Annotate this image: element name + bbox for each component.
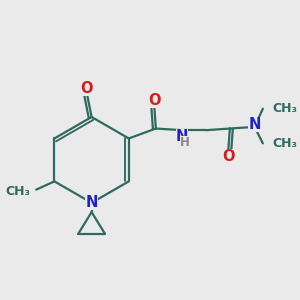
Text: CH₃: CH₃	[272, 137, 297, 150]
Text: CH₃: CH₃	[272, 102, 297, 115]
Text: O: O	[148, 93, 161, 108]
Text: N: N	[176, 129, 188, 144]
Text: N: N	[85, 195, 98, 210]
Text: H: H	[180, 136, 190, 149]
Text: CH₃: CH₃	[5, 185, 30, 198]
Text: N: N	[248, 117, 261, 132]
Text: O: O	[222, 149, 234, 164]
Text: O: O	[80, 81, 93, 96]
